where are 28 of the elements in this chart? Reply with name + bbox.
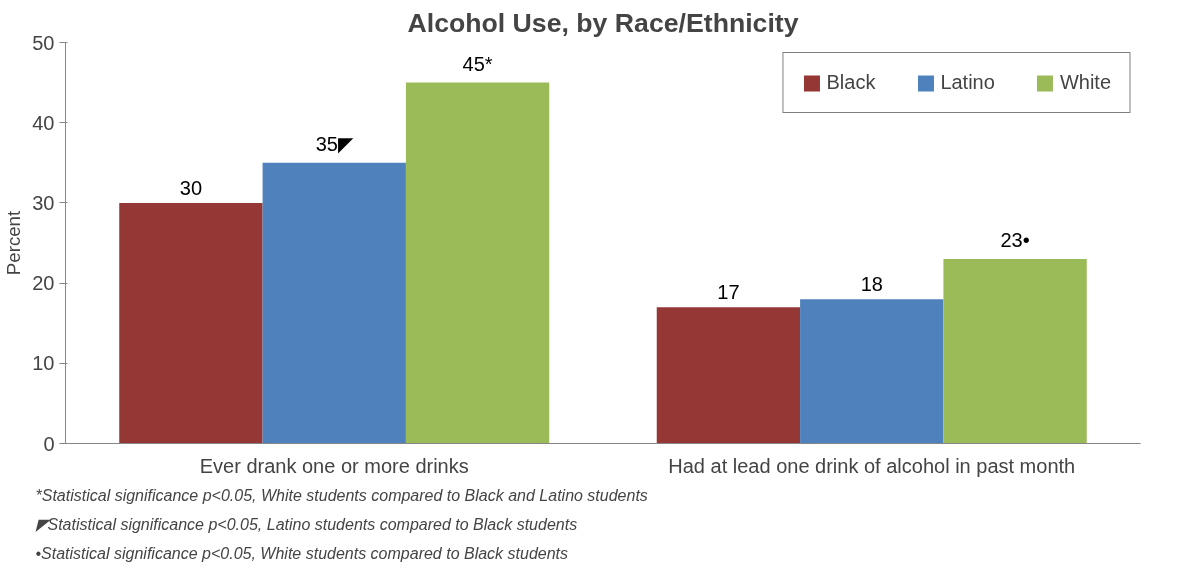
y-tick-label: 30 bbox=[32, 191, 55, 214]
data-label: 17 bbox=[717, 281, 740, 304]
data-label: 45* bbox=[462, 52, 493, 75]
y-tick-label: 0 bbox=[43, 432, 55, 455]
chart-title: Alcohol Use, by Race/Ethnicity bbox=[407, 7, 799, 38]
legend-label: Black bbox=[826, 71, 876, 94]
legend-label: White bbox=[1059, 71, 1111, 94]
y-tick-label: 20 bbox=[32, 272, 55, 295]
legend-label: Latino bbox=[940, 71, 995, 94]
text: *Statistical significance p<0.05, White students compared to Black and Latino students bbox=[35, 486, 648, 504]
data-label: 23• bbox=[1000, 229, 1030, 252]
x-tick-label: Ever drank one or more drinks bbox=[199, 454, 469, 477]
y-axis-title: Percent bbox=[3, 210, 25, 276]
text: •Statistical significance p<0.05, White students compared to Black students bbox=[35, 544, 569, 562]
y-tick-label: 50 bbox=[32, 31, 55, 54]
bar bbox=[119, 202, 263, 444]
bar bbox=[800, 299, 944, 444]
data-label: 18 bbox=[860, 273, 883, 296]
bar bbox=[943, 259, 1087, 444]
bar bbox=[262, 162, 406, 444]
x-tick-label: Had at lead one drink of alcohol in past month bbox=[668, 454, 1076, 477]
data-label: 35◤ bbox=[315, 132, 354, 155]
y-tick-label: 10 bbox=[32, 352, 55, 375]
bar bbox=[656, 307, 801, 444]
bar bbox=[405, 82, 550, 444]
data-label: 30 bbox=[179, 176, 203, 199]
text: ◤Statistical significance p<0.05, Latino students compared to Black students bbox=[34, 515, 578, 533]
y-tick-label: 40 bbox=[32, 111, 55, 134]
